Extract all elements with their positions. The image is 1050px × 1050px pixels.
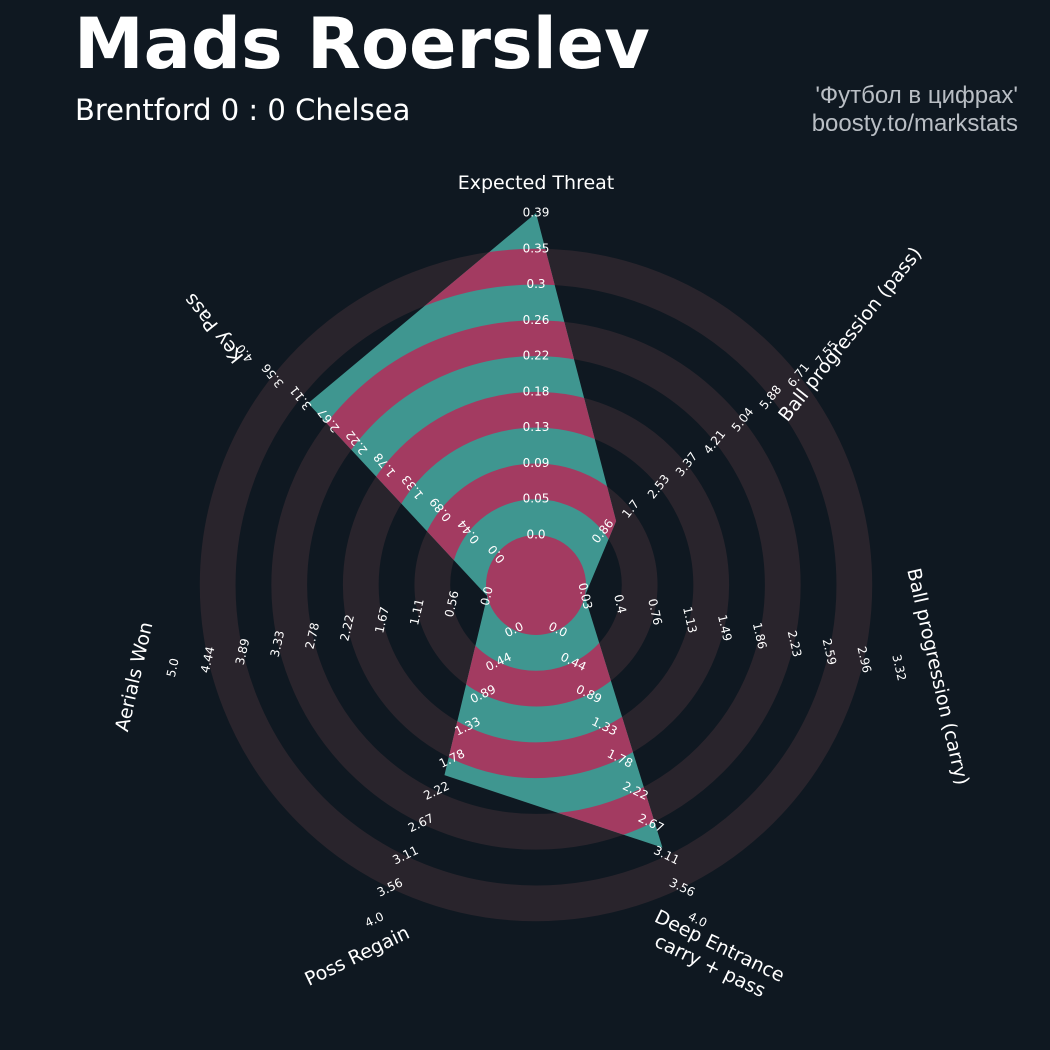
tick-label: 0.3 [526,277,545,291]
tick-label: 0.26 [523,313,550,327]
tick-label: 3.89 [233,637,253,666]
param-label: Aerials Won [111,620,157,734]
tick-label: 4.44 [198,645,218,674]
tick-label: 4.0 [363,909,386,930]
tick-label: 0.09 [523,456,550,470]
tick-label: 2.23 [785,629,805,658]
param-label: Ball progression (carry) [902,566,973,787]
param-label: Poss Regain [301,922,413,991]
tick-label: 0.76 [645,597,665,626]
tick-label: 0.18 [523,384,550,398]
tick-label: 1.13 [680,605,700,634]
tick-label: 2.22 [337,613,357,642]
match-subtitle: Brentford 0 : 0 Chelsea [75,93,411,127]
tick-label: 5.0 [164,657,182,679]
tick-label: 0.03 [575,581,595,610]
tick-label: 0.56 [442,589,462,618]
tick-label: 1.67 [372,605,392,634]
tick-label: 0.35 [523,241,550,255]
tick-label: 0.0 [478,585,496,607]
param-label: Ball progression (pass) [774,243,926,426]
radar-band [308,248,663,848]
tick-label: 2.78 [303,621,323,650]
tick-label: 1.86 [750,621,770,650]
radar-center [486,535,586,635]
credit-line-1: 'Футбол в цифрах' [815,82,1018,109]
param-label: Key Pass [180,289,249,367]
tick-label: 1.11 [407,597,427,626]
tick-label: 0.05 [523,492,550,506]
tick-label: 3.32 [889,653,909,682]
param-label: Expected Threat [458,172,615,194]
credit-line-2: boosty.to/markstats [811,110,1018,137]
tick-label: 0.22 [523,349,550,363]
tick-label: 2.59 [820,637,840,666]
tick-label: 1.49 [715,613,735,642]
param-label: Deep Entrancecarry + pass [642,906,788,1007]
player-name-title: Mads Roerslev [74,3,650,85]
tick-label: 0.39 [523,206,550,220]
tick-label: 2.96 [854,645,874,674]
tick-label: 0.13 [523,420,550,434]
tick-label: 0.0 [526,528,545,542]
tick-label: 0.4 [611,593,629,615]
tick-label: 3.33 [268,629,288,658]
